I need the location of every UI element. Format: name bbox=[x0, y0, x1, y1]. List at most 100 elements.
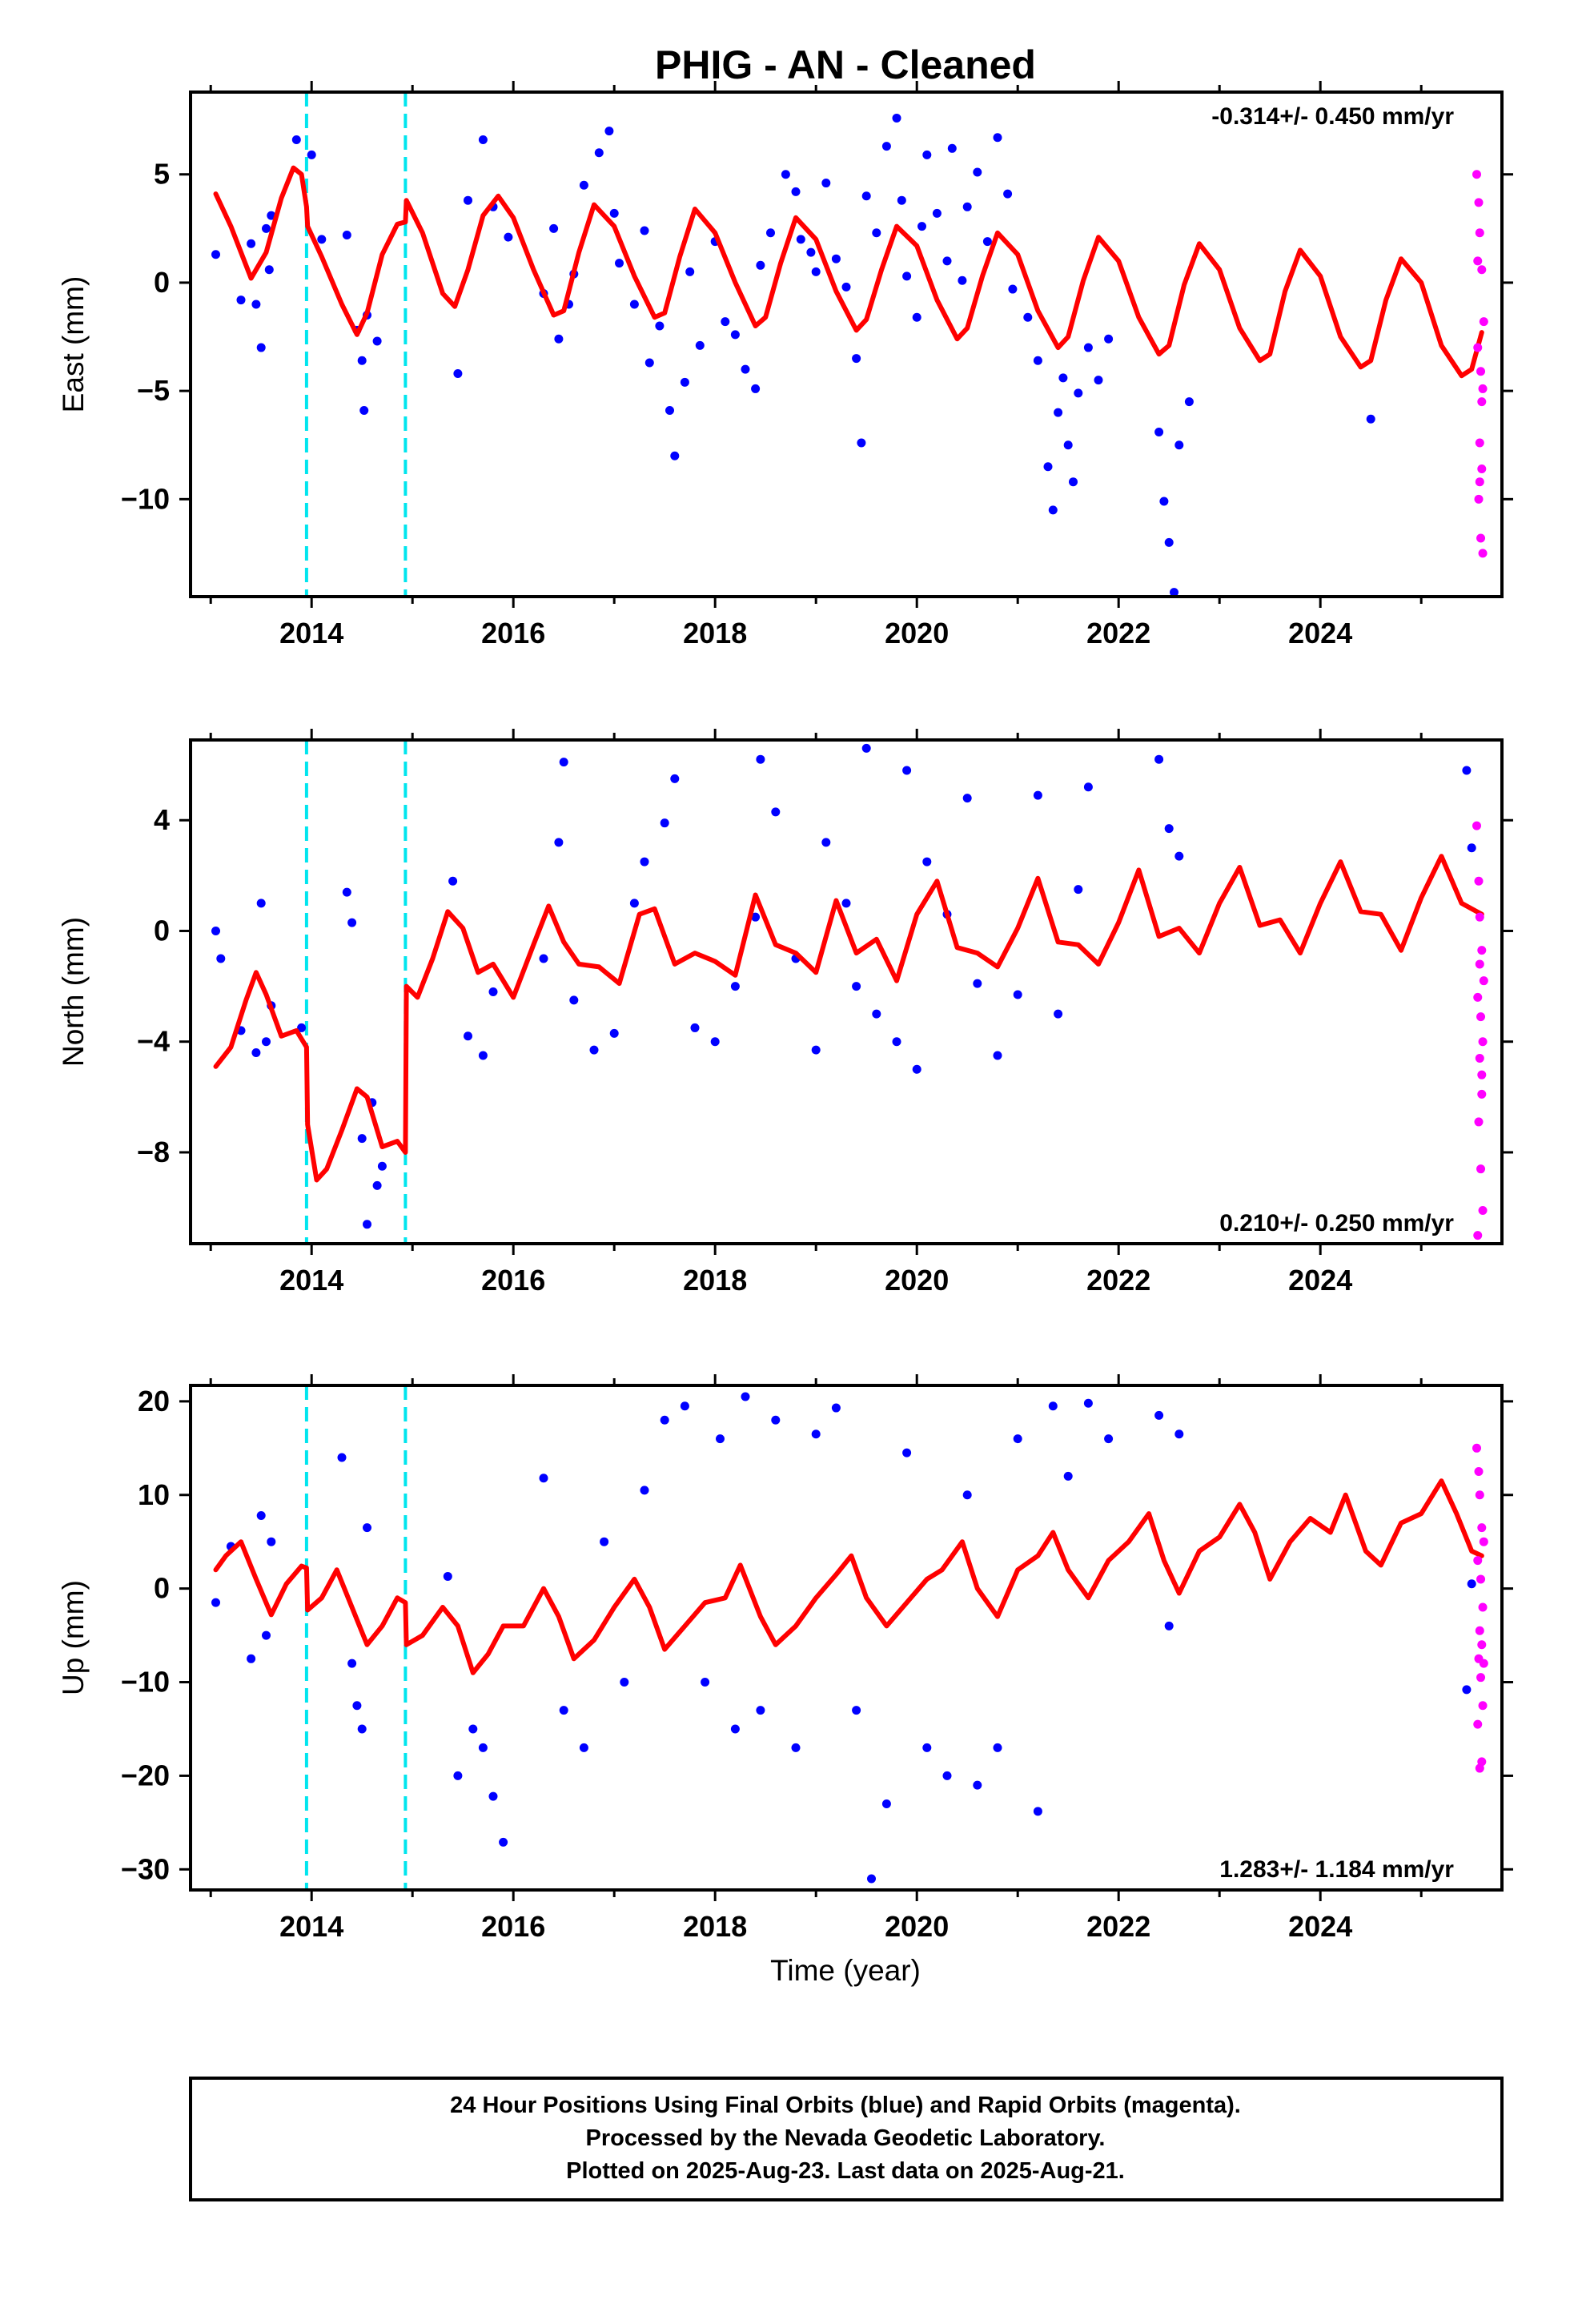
east-x-tick-label: 2022 bbox=[1086, 617, 1150, 649]
north-final-point bbox=[892, 1037, 901, 1047]
east-rapid-point bbox=[1474, 494, 1484, 504]
north-final-point bbox=[262, 1037, 271, 1047]
up-rapid-point bbox=[1476, 1673, 1486, 1683]
north-y-axis-label: North (mm) bbox=[57, 917, 90, 1067]
north-final-point bbox=[1054, 1009, 1063, 1019]
up-final-point bbox=[852, 1706, 861, 1715]
east-final-point bbox=[609, 208, 619, 218]
up-frame bbox=[189, 1384, 1504, 1892]
footer-line-1: 24 Hour Positions Using Final Orbits (bl… bbox=[450, 2093, 1241, 2118]
up-final-point bbox=[1154, 1410, 1164, 1420]
east-x-tick-label: 2018 bbox=[683, 617, 747, 649]
up-final-point bbox=[1467, 1579, 1476, 1589]
up-rapid-point bbox=[1477, 1640, 1487, 1650]
up-final-point bbox=[478, 1743, 488, 1752]
north-x-tick-label: 2020 bbox=[885, 1264, 949, 1297]
north-rate-label: 0.210+/- 0.250 mm/yr bbox=[1219, 1210, 1454, 1236]
north-final-point bbox=[256, 899, 266, 908]
north-final-point bbox=[488, 987, 498, 996]
up-x-tick-label: 2024 bbox=[1288, 1910, 1352, 1943]
up-final-point bbox=[579, 1743, 588, 1752]
north-panel: 2014 2016 2018 2020 2022 2024 4 0 −4 −8 North (mm)… bbox=[57, 729, 1513, 1297]
east-final-point bbox=[1048, 505, 1058, 515]
up-final-point bbox=[881, 1799, 891, 1808]
north-final-point bbox=[342, 887, 351, 897]
north-final-point bbox=[1164, 824, 1174, 834]
north-final-point bbox=[629, 899, 639, 908]
north-final-point bbox=[1174, 851, 1184, 861]
east-final-point bbox=[594, 148, 604, 158]
east-final-point bbox=[1058, 373, 1068, 383]
up-final-point bbox=[791, 1743, 801, 1752]
east-final-point bbox=[892, 113, 901, 123]
east-final-point bbox=[942, 256, 952, 266]
up-panel: 2014 2016 2018 2020 2022 2024 20 10 0 −10 −20 −30 Up… bbox=[57, 1374, 1513, 1943]
up-final-point bbox=[1104, 1434, 1114, 1444]
north-rapid-point bbox=[1474, 876, 1484, 886]
east-final-point bbox=[912, 312, 921, 322]
east-final-point bbox=[902, 271, 912, 281]
east-final-point bbox=[549, 223, 559, 233]
up-final-point bbox=[262, 1630, 271, 1640]
east-final-point bbox=[962, 202, 972, 211]
up-final-point bbox=[741, 1392, 750, 1401]
east-rapid-point bbox=[1475, 228, 1484, 238]
north-final-point bbox=[478, 1051, 488, 1060]
east-final-point bbox=[821, 179, 831, 188]
east-rapid-point bbox=[1475, 438, 1484, 448]
footer-line-2: Processed by the Nevada Geodetic Laborat… bbox=[586, 2125, 1106, 2151]
east-final-point bbox=[857, 438, 866, 448]
north-final-point bbox=[377, 1161, 387, 1171]
up-final-point bbox=[468, 1724, 478, 1734]
east-final-point bbox=[1003, 189, 1013, 199]
up-final-point bbox=[1164, 1621, 1174, 1630]
up-final-point bbox=[539, 1474, 548, 1483]
north-rapid-point bbox=[1472, 821, 1481, 830]
east-final-point bbox=[1074, 388, 1083, 398]
east-final-point bbox=[604, 127, 614, 136]
east-final-point bbox=[1104, 334, 1114, 344]
east-final-point bbox=[721, 317, 730, 327]
east-final-point bbox=[372, 336, 382, 346]
east-final-point bbox=[453, 369, 463, 379]
up-final-point bbox=[1048, 1401, 1058, 1411]
north-final-point bbox=[922, 857, 932, 866]
east-final-point bbox=[504, 232, 513, 242]
up-final-point bbox=[352, 1701, 362, 1711]
north-final-point bbox=[559, 758, 568, 767]
north-rapid-point bbox=[1479, 976, 1488, 986]
north-y-tick-label: −4 bbox=[137, 1025, 170, 1058]
east-final-point bbox=[852, 354, 861, 364]
north-final-point bbox=[821, 838, 831, 847]
north-rapid-point bbox=[1473, 1231, 1483, 1240]
north-final-point bbox=[216, 954, 226, 963]
up-final-point bbox=[247, 1654, 256, 1663]
north-final-point bbox=[554, 838, 564, 847]
east-final-point bbox=[811, 267, 821, 276]
east-final-point bbox=[982, 237, 992, 247]
up-rapid-point bbox=[1477, 1523, 1487, 1533]
east-final-point bbox=[1164, 537, 1174, 547]
east-rapid-point bbox=[1477, 464, 1487, 473]
east-rapid-point bbox=[1479, 317, 1488, 327]
east-final-point bbox=[947, 143, 957, 153]
north-final-point bbox=[872, 1009, 881, 1019]
x-axis-label: Time (year) bbox=[770, 1954, 921, 1987]
up-final-point bbox=[660, 1415, 669, 1425]
east-final-point bbox=[1033, 356, 1042, 365]
east-final-point bbox=[881, 142, 891, 151]
north-final-point bbox=[347, 918, 357, 927]
north-rapid-point bbox=[1475, 912, 1484, 922]
up-final-point bbox=[600, 1537, 609, 1546]
east-final-point bbox=[1043, 462, 1053, 472]
up-y-tick-label: −20 bbox=[121, 1759, 170, 1791]
up-rapid-point bbox=[1478, 1602, 1488, 1612]
north-final-point bbox=[569, 995, 579, 1005]
north-final-point bbox=[756, 754, 765, 764]
north-x-tick-label: 2014 bbox=[279, 1264, 343, 1297]
up-rapid-point bbox=[1478, 1701, 1488, 1711]
east-final-point bbox=[1063, 440, 1073, 450]
up-x-tick-label: 2016 bbox=[481, 1910, 545, 1943]
up-rapid-point bbox=[1479, 1659, 1488, 1668]
east-final-point bbox=[1008, 284, 1018, 294]
